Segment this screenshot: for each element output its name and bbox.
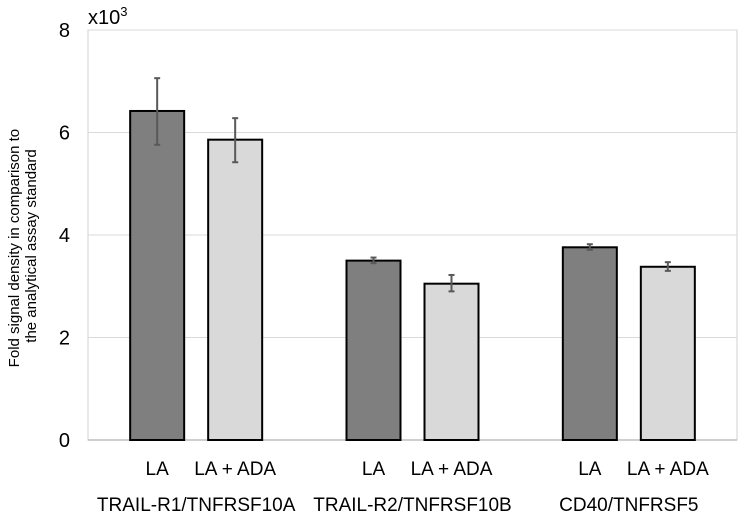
- y-tick-label: 6: [59, 123, 70, 145]
- bar: [639, 265, 696, 441]
- y-axis-label-line-2: the analytical assay standard: [23, 149, 40, 342]
- y-tick-label: 4: [59, 225, 70, 247]
- error-bars: [154, 77, 671, 293]
- category-label: LA: [146, 459, 170, 480]
- axis-multiplier-exponent: 3: [120, 4, 127, 19]
- y-tick-label: 8: [59, 20, 70, 42]
- category-label: LA + ADA: [411, 459, 493, 480]
- category-label: LA + ADA: [627, 459, 709, 480]
- bar: [423, 282, 480, 441]
- y-tick-label: 2: [59, 328, 70, 350]
- y-axis-label-line-1: Fold signal density in comparison to: [6, 129, 23, 367]
- bars: [129, 109, 696, 442]
- group-label: TRAIL-R2/TNFRSF10B: [313, 495, 511, 516]
- gridlines: [87, 29, 738, 441]
- category-label: LA + ADA: [194, 459, 276, 480]
- category-label: LA: [362, 459, 386, 480]
- axis-multiplier-label: x103: [88, 4, 127, 29]
- bar: [345, 259, 402, 441]
- y-axis-label: Fold signal density in comparison to the…: [6, 125, 40, 368]
- bar: [129, 109, 186, 441]
- y-tick-label: 0: [59, 430, 70, 452]
- bar: [561, 246, 618, 441]
- group-label: CD40/TNFRSF5: [559, 495, 698, 516]
- group-label: TRAIL-R1/TNFRSF10A: [97, 495, 296, 516]
- labels: x103 Fold signal density in comparison t…: [6, 4, 709, 516]
- axis-multiplier-base: x10: [88, 7, 120, 29]
- bar: [207, 138, 264, 442]
- category-label: LA: [578, 459, 602, 480]
